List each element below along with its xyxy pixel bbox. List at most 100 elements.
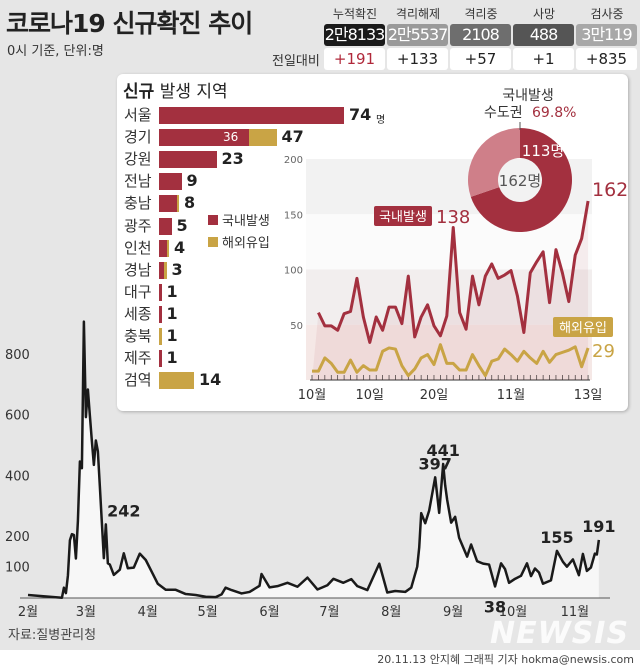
legend-label: 해외유입 <box>222 236 270 251</box>
bar-inner-label: 36 <box>223 130 239 145</box>
bar-domestic <box>159 350 162 368</box>
data-label: 242 <box>107 501 140 520</box>
inset-y-tick: 150 <box>284 210 303 221</box>
y-tick-label: 400 <box>5 469 30 484</box>
imported-tag <box>553 317 613 337</box>
stat-diff: +835 <box>576 48 637 70</box>
region-name: 강원 <box>124 150 152 169</box>
bar-total: 47 <box>281 127 304 147</box>
donut-part-label: 113명 <box>522 142 564 160</box>
bar-total: 1 <box>166 303 178 323</box>
bar-total: 74 <box>349 105 372 124</box>
inset-x-tick-label: 11월 <box>497 388 526 403</box>
main-line <box>27 320 601 599</box>
bar-total: 3 <box>171 259 183 279</box>
page-subtitle: 0시 기준, 단위:명 <box>7 44 104 59</box>
domestic-peak-label: 138 <box>436 207 470 228</box>
bar-domestic <box>159 151 217 169</box>
page-title: 코로나19 신규확진 추이 <box>6 9 253 38</box>
data-label: 38 <box>484 597 506 616</box>
bar-total: 1 <box>166 326 178 345</box>
inset-y-tick: 50 <box>290 321 303 332</box>
x-tick-label: 11월 <box>561 605 590 620</box>
y-tick-label: 200 <box>5 530 30 545</box>
stat-label: 누적확진 <box>332 7 378 21</box>
stat-value: 2108 <box>450 24 511 46</box>
main-area <box>28 321 599 598</box>
y-tick-label: 100 <box>5 561 30 576</box>
bar-imported <box>249 129 277 147</box>
x-tick-label: 7월 <box>319 605 339 620</box>
donut-title: 국내발생 <box>502 88 554 104</box>
bar-imported <box>159 328 162 345</box>
stat-diff: +1 <box>513 48 574 70</box>
x-tick-label: 10월 <box>499 605 528 620</box>
donut-metro-slice <box>470 128 572 232</box>
legend-swatch-imported <box>208 237 218 247</box>
stat-diff: +133 <box>387 48 448 70</box>
x-tick-label: 9월 <box>443 605 463 620</box>
inset-x-tick-label: 20일 <box>420 388 449 403</box>
x-tick-label: 6월 <box>259 605 279 620</box>
x-tick-label: 3월 <box>76 605 96 620</box>
data-label: 441 <box>426 441 459 460</box>
stat-value: 488 <box>513 24 574 46</box>
legend-label: 국내발생 <box>222 214 270 229</box>
bar-domestic <box>159 173 182 191</box>
region-name: 세종 <box>124 304 152 323</box>
region-name: 충남 <box>124 194 152 213</box>
stat-label: 검사중 <box>590 7 624 21</box>
region-title: 신규 발생 지역 <box>123 77 228 102</box>
inset-y-tick: 100 <box>284 266 303 277</box>
stat-label: 격리해제 <box>395 7 441 21</box>
bar-imported <box>159 372 194 390</box>
newsis-logo: NEWSIS <box>490 616 630 651</box>
region-name: 광주 <box>124 216 152 235</box>
imported-last-label: 29 <box>592 341 615 362</box>
unit-label: 명 <box>376 115 386 126</box>
bar-domestic <box>159 107 344 124</box>
bar-domestic <box>159 261 164 279</box>
donut-subtitle: 수도권 <box>484 105 523 121</box>
region-name: 충북 <box>124 327 152 345</box>
bar-domestic <box>159 217 172 235</box>
imported-tag-label: 해외유입 <box>559 321 607 336</box>
region-name: 서울 <box>124 106 152 124</box>
region-name: 검역 <box>124 371 152 390</box>
bar-total: 23 <box>221 149 244 169</box>
region-name: 인천 <box>124 238 152 257</box>
data-label: 191 <box>582 517 615 536</box>
bar-total: 14 <box>199 370 222 390</box>
data-label: 397 <box>418 454 451 473</box>
y-tick-label: 800 <box>5 348 30 363</box>
domestic-tag-label: 국내발생 <box>379 210 427 225</box>
inset-y-tick: 200 <box>284 155 303 166</box>
x-tick-label: 2월 <box>18 605 38 620</box>
inset-x-tick-label: 10월 <box>298 388 327 403</box>
stat-value: 2만8133 <box>324 24 385 46</box>
stat-value: 2만5537 <box>387 24 448 46</box>
imported-line <box>312 343 590 378</box>
source: 자료:질병관리청 <box>8 628 97 643</box>
region-name: 전남 <box>124 172 152 191</box>
credit: 20.11.13 안지혜 그래픽 기자 hokma@newsis.com <box>377 653 634 666</box>
legend-domestic: 국내발생 <box>208 210 270 229</box>
stat-value: 3만119 <box>576 24 637 46</box>
bar-total: 1 <box>166 348 178 368</box>
data-label: 155 <box>540 528 573 547</box>
region-title-rest: 발생 지역 <box>159 82 228 102</box>
bar-imported <box>176 195 179 213</box>
inset-x-tick-label: 13일 <box>574 388 603 403</box>
donut-percent: 69.8% <box>532 105 576 121</box>
bar-total: 5 <box>176 215 188 235</box>
bar-total: 1 <box>166 281 178 301</box>
diff-label: 전일대비 <box>272 54 320 69</box>
x-tick-label: 5월 <box>198 605 218 620</box>
bar-domestic <box>159 239 167 257</box>
bar-imported <box>164 261 167 279</box>
stat-diff: +57 <box>450 48 511 70</box>
region-name: 제주 <box>124 349 152 368</box>
donut-other-slice <box>467 128 520 197</box>
domestic-last-label: 162 <box>592 179 628 201</box>
